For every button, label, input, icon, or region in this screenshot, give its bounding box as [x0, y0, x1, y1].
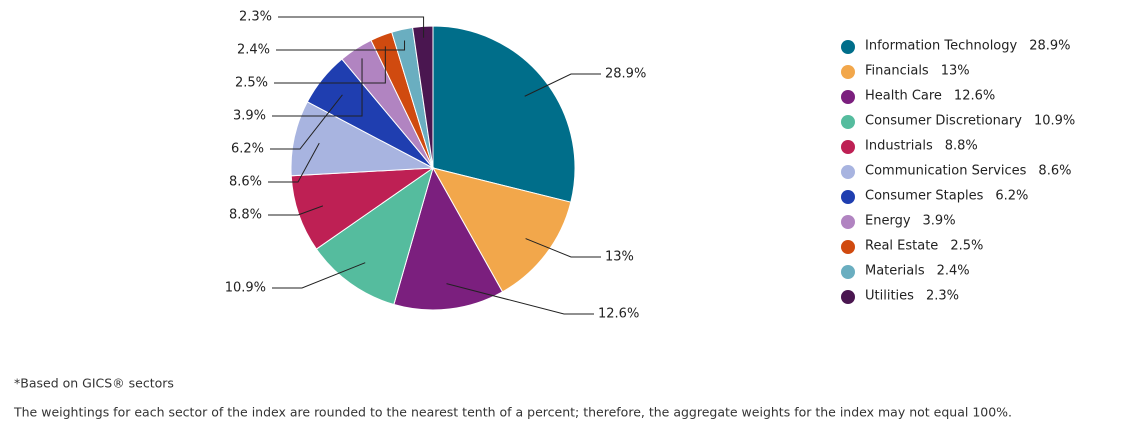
data-label: 2.5%: [235, 76, 268, 91]
data-label: 2.4%: [237, 43, 270, 58]
legend-marker: [841, 165, 855, 179]
legend-value: 2.4%: [937, 264, 970, 279]
leader-line: [278, 16, 425, 38]
legend-value: 8.8%: [945, 139, 978, 154]
pie-slice: [393, 166, 504, 311]
legend-label: Health Care: [865, 89, 942, 104]
legend-value: 28.9%: [1029, 39, 1070, 54]
data-label: 8.8%: [229, 208, 262, 223]
leader-line: [525, 238, 601, 258]
leader-line: [270, 94, 343, 150]
legend-label: Consumer Discretionary: [865, 114, 1022, 129]
data-label: 28.9%: [605, 67, 646, 82]
leader-line: [274, 46, 386, 84]
data-label: 6.2%: [231, 142, 264, 157]
legend-marker: [841, 65, 855, 79]
legend-label: Materials: [865, 264, 925, 279]
legend-marker: [841, 40, 855, 54]
pie-slice: [432, 25, 576, 203]
leader-line: [524, 73, 601, 97]
data-label: 8.6%: [229, 175, 262, 190]
leader-line: [268, 205, 324, 216]
data-label: 12.6%: [598, 307, 639, 322]
leader-line: [268, 142, 320, 183]
legend-value: 2.5%: [950, 239, 983, 254]
pie-slice: [412, 25, 434, 169]
legend-value: 8.6%: [1038, 164, 1071, 179]
legend-marker: [841, 265, 855, 279]
legend-marker: [841, 240, 855, 254]
data-label: 2.3%: [239, 10, 272, 25]
legend-marker: [841, 90, 855, 104]
footnote: The weightings for each sector of the in…: [13, 405, 1012, 420]
legend-label: Real Estate: [865, 239, 938, 254]
legend-label: Energy: [865, 214, 911, 229]
legend-marker: [841, 140, 855, 154]
legend-value: 3.9%: [923, 214, 956, 229]
legend-label: Consumer Staples: [865, 189, 984, 204]
leader-line: [276, 40, 406, 51]
legend-value: 12.6%: [954, 89, 995, 104]
legend-marker: [841, 290, 855, 304]
legend-label: Communication Services: [865, 164, 1027, 179]
data-label: 13%: [605, 250, 634, 265]
data-label: 3.9%: [233, 109, 266, 124]
pie-slice: [431, 167, 572, 293]
legend-value: 2.3%: [926, 289, 959, 304]
legend-label: Financials: [865, 64, 929, 79]
legend-label: Industrials: [865, 139, 933, 154]
legend-value: 13%: [941, 64, 970, 79]
legend-label: Utilities: [865, 289, 914, 304]
legend-value: 6.2%: [995, 189, 1028, 204]
leader-line: [272, 262, 366, 289]
leader-line: [272, 58, 363, 117]
legend-value: 10.9%: [1034, 114, 1075, 129]
legend-marker: [841, 190, 855, 204]
legend-marker: [841, 215, 855, 229]
pie: 28.9% 13% 12.6% 10.9% 8.8% 8.6% 6.2% 3.9% 2.5% 2.…: [225, 10, 647, 322]
footnote: *Based on GICS® sectors: [14, 376, 174, 391]
legend: Information Technology 28.9% Financials 13%…: [841, 39, 1075, 304]
data-label: 10.9%: [225, 281, 266, 296]
legend-marker: [841, 115, 855, 129]
legend-label: Information Technology: [865, 39, 1018, 54]
leader-line: [446, 283, 594, 315]
